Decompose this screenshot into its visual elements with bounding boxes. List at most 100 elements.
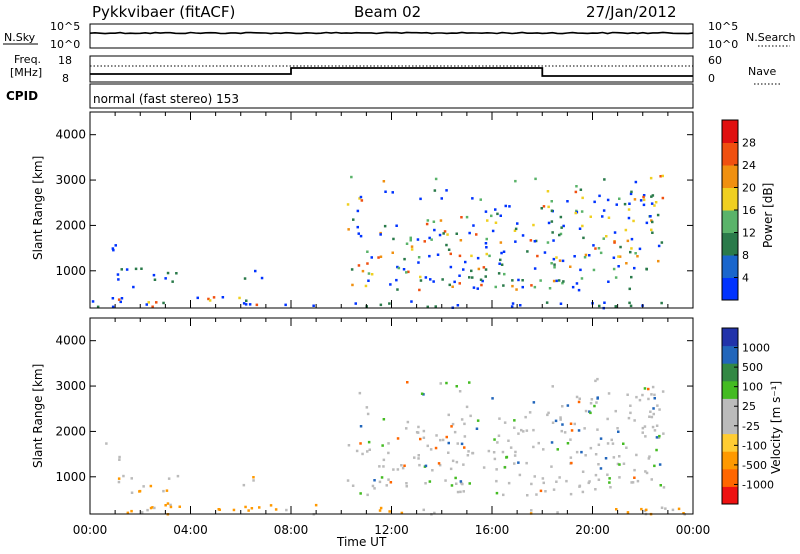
data-cell	[130, 491, 134, 494]
data-cell	[649, 410, 652, 413]
freq-label: Freq.	[14, 53, 41, 66]
data-cell	[529, 239, 533, 242]
data-cell	[651, 385, 655, 389]
data-cell	[629, 192, 633, 196]
data-cell	[552, 279, 556, 283]
data-cell	[312, 304, 315, 307]
data-cell	[508, 205, 511, 208]
data-cell	[371, 484, 375, 488]
data-cell	[456, 490, 460, 494]
data-cell	[566, 404, 570, 407]
data-cell	[661, 196, 665, 200]
data-cell	[207, 297, 210, 301]
data-cell	[430, 238, 433, 241]
data-cell	[373, 487, 376, 490]
y-tick-label: 3000	[55, 173, 86, 187]
data-cell	[472, 224, 475, 227]
data-cell	[91, 300, 95, 303]
data-cell	[642, 203, 646, 207]
data-cell	[166, 502, 170, 505]
nsky-line	[89, 31, 694, 35]
data-cell	[589, 446, 593, 450]
data-cell	[492, 451, 496, 454]
data-cell	[650, 415, 654, 419]
data-cell	[407, 270, 410, 274]
data-cell	[472, 286, 476, 289]
data-cell	[603, 301, 606, 304]
data-cell	[614, 276, 618, 279]
data-cell	[605, 235, 608, 238]
data-cell	[485, 237, 488, 241]
data-cell	[634, 252, 637, 255]
colorbar-swatch	[722, 363, 738, 382]
data-cell	[599, 467, 603, 470]
data-cell	[410, 300, 413, 303]
data-cell	[428, 236, 431, 240]
data-cell	[105, 442, 108, 445]
data-cell	[644, 470, 647, 473]
data-cell	[515, 288, 518, 291]
colorbar-swatch	[722, 328, 738, 347]
data-cell	[593, 200, 596, 204]
data-cell	[373, 479, 376, 482]
colorbar-tick-label: 4	[742, 272, 749, 285]
data-cell	[450, 484, 454, 487]
data-cell	[499, 241, 503, 244]
data-cell	[532, 223, 535, 227]
data-cell	[594, 379, 597, 383]
data-cell	[250, 507, 254, 510]
data-cell	[451, 285, 454, 288]
data-cell	[451, 422, 455, 426]
data-cell	[612, 256, 616, 259]
data-cell	[475, 427, 479, 430]
velocity-ylabel: Slant Range [km]	[31, 364, 45, 468]
data-cell	[627, 208, 631, 211]
cpid-text: normal (fast stereo) 153	[93, 92, 239, 106]
data-cell	[615, 508, 618, 511]
data-cell	[461, 482, 464, 486]
data-cell	[525, 461, 528, 465]
data-cell	[589, 215, 592, 218]
x-tick-label: 00:00	[73, 523, 108, 537]
data-cell	[165, 489, 169, 492]
data-cell	[467, 450, 470, 453]
data-cell	[577, 429, 581, 432]
data-cell	[524, 415, 527, 419]
velocity-colorbar: 1000 500 100 25 -25 -100 -500 -1000	[721, 327, 774, 505]
data-cell	[662, 432, 665, 435]
data-cell	[244, 303, 248, 306]
data-cell	[562, 280, 565, 283]
data-cell	[366, 450, 369, 453]
data-cell	[96, 305, 100, 309]
data-cell	[626, 511, 630, 514]
nsky-label: N.Sky	[4, 31, 36, 44]
data-cell	[242, 302, 246, 305]
data-cell	[532, 401, 536, 404]
data-cell	[594, 488, 597, 491]
data-cell	[130, 477, 133, 480]
data-cell	[660, 301, 663, 305]
data-cell	[650, 202, 654, 205]
data-cell	[617, 255, 620, 258]
data-cell	[629, 250, 632, 254]
data-cell	[607, 280, 610, 283]
data-cell	[361, 452, 364, 456]
data-cell	[649, 176, 653, 180]
data-cell	[460, 442, 464, 446]
data-cell	[560, 226, 563, 229]
data-cell	[247, 509, 250, 512]
data-cell	[497, 434, 501, 437]
data-cell	[617, 430, 620, 433]
data-cell	[612, 456, 616, 459]
data-cell	[630, 275, 633, 279]
data-cell	[167, 477, 171, 480]
data-cell	[574, 211, 577, 215]
data-cell	[582, 236, 585, 240]
data-cell	[111, 297, 115, 300]
data-cell	[351, 484, 355, 487]
data-cell	[405, 427, 408, 430]
data-cell	[350, 268, 354, 271]
data-cell	[539, 279, 542, 282]
data-cell	[655, 424, 659, 427]
data-cell	[522, 430, 525, 433]
